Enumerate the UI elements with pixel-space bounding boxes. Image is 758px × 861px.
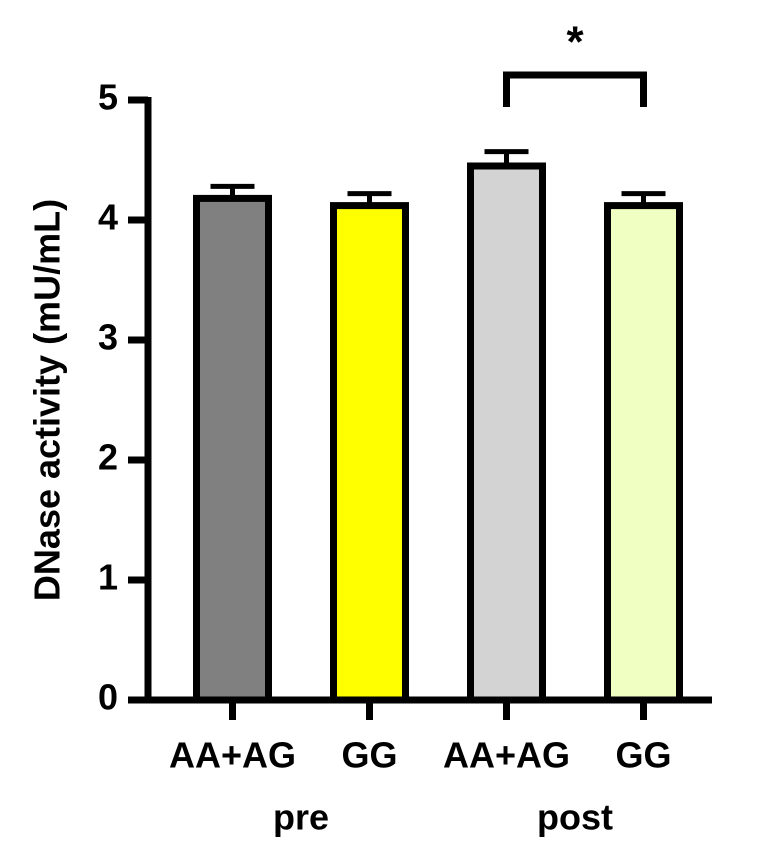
group-label: post [537, 797, 613, 838]
significance-label: * [566, 18, 584, 67]
y-axis-title: DNase activity (mU/mL) [27, 199, 68, 601]
bar [467, 162, 546, 704]
y-tick-label: 2 [98, 437, 118, 478]
bar [330, 202, 409, 704]
y-tick-label: 0 [98, 677, 118, 718]
y-tick-label: 1 [98, 557, 118, 598]
bar [604, 202, 683, 704]
x-tick-label: AA+AG [169, 735, 296, 776]
x-tick-label: AA+AG [443, 735, 570, 776]
group-label: pre [273, 797, 329, 838]
x-tick-label: GG [341, 735, 397, 776]
y-tick-label: 3 [98, 317, 118, 358]
y-tick-label: 5 [98, 77, 118, 118]
bar [193, 194, 272, 704]
y-tick-label: 4 [98, 197, 118, 238]
x-tick-label: GG [615, 735, 671, 776]
significance-bracket [503, 71, 647, 107]
